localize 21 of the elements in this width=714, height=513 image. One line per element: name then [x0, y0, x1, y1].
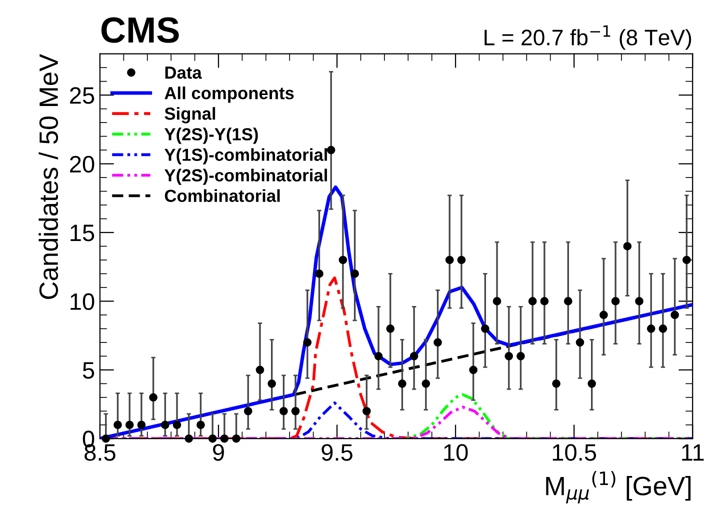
legend-label: Υ(2S)-combinatorial	[164, 168, 327, 185]
y-tick-label: 20	[70, 156, 94, 173]
legend-label: Υ(1S)-combinatorial	[164, 148, 327, 164]
chart-title: CMS	[101, 17, 179, 43]
chart-subtitle: L = 20.7 fb$^{−1}$ (8 TeV)	[484, 25, 692, 50]
x-tick-label: 11	[682, 444, 704, 461]
y-tick-label: 25	[70, 87, 94, 104]
x-tick-label: 10	[444, 444, 468, 461]
legend-label: All components	[164, 86, 294, 103]
x-tick-label: 9	[213, 444, 224, 461]
y-tick-label: 15	[70, 224, 94, 242]
x-tick-label: 10.5	[552, 444, 596, 461]
legend-label: Signal	[164, 107, 216, 124]
legend-label: Υ(2S)-Υ(1S)	[164, 128, 258, 144]
x-tick-label: 9.5	[322, 444, 352, 461]
x-axis-title: M$_{μμ}$$^{(1)}$ [GeV]	[546, 471, 691, 504]
y-tick-label: 5	[82, 362, 94, 379]
y-axis-title: Candidates / 50 MeV	[38, 54, 58, 299]
y-tick-label: 10	[70, 293, 94, 310]
legend-label: Data	[165, 66, 202, 79]
legend-label: Combinatorial	[164, 189, 280, 202]
